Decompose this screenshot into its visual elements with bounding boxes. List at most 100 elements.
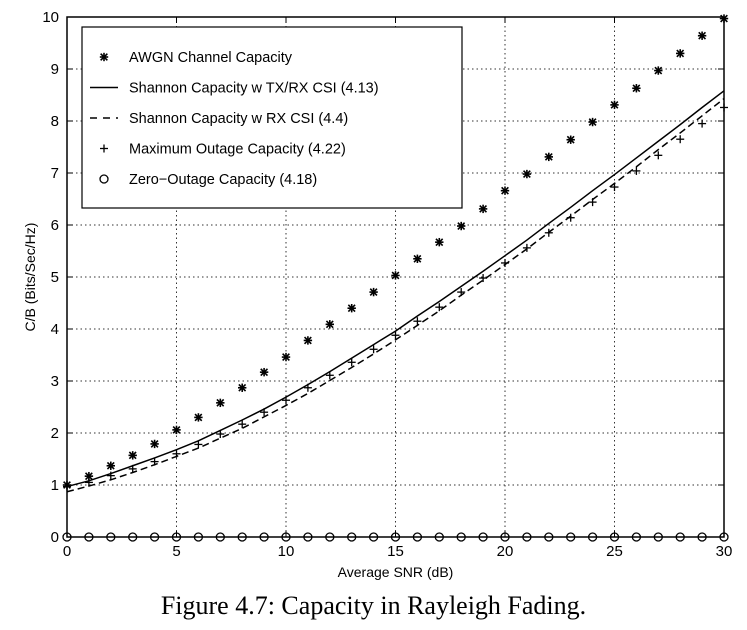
data-point-awgn [478, 204, 488, 214]
y-tick-label: 6 [51, 217, 59, 234]
data-point-outage [522, 243, 531, 252]
data-point-outage [479, 274, 488, 283]
legend-plus-icon [100, 144, 108, 153]
x-tick-label: 30 [716, 543, 733, 560]
series-1 [62, 14, 729, 490]
data-point-awgn [194, 413, 203, 422]
x-axis-label: Average SNR (dB) [338, 564, 454, 580]
data-point-awgn [238, 383, 247, 392]
data-point-awgn [654, 66, 663, 75]
data-point-outage [676, 135, 685, 144]
data-point-outage [698, 119, 707, 128]
data-point-outage [566, 213, 575, 222]
data-point-outage [282, 396, 290, 405]
axis-ticks: 0 5 10 15 20 25 30 0 1 2 3 4 5 6 7 8 9 10 [42, 9, 732, 560]
y-tick-label: 8 [51, 113, 59, 130]
data-point-outage [347, 358, 356, 367]
data-point-outage [544, 228, 553, 237]
data-point-awgn [676, 49, 685, 58]
data-point-awgn [435, 237, 444, 247]
data-point-outage [588, 198, 597, 207]
data-point-awgn [369, 287, 378, 297]
data-point-awgn [457, 221, 466, 231]
data-point-outage [501, 258, 509, 267]
legend-label: Maximum Outage Capacity (4.22) [129, 142, 346, 158]
data-point-awgn [172, 425, 181, 435]
y-tick-label: 9 [51, 61, 59, 78]
data-point-awgn [259, 367, 269, 377]
data-point-awgn [150, 439, 159, 449]
y-tick-label: 3 [51, 373, 59, 390]
legend-circle-icon [99, 174, 109, 184]
y-tick-label: 7 [51, 165, 59, 182]
data-point-outage [238, 420, 247, 429]
x-tick-label: 5 [172, 543, 180, 560]
data-point-awgn [632, 84, 641, 93]
data-point-outage [194, 440, 203, 449]
y-tick-label: 5 [51, 269, 59, 286]
data-point-outage [216, 430, 225, 439]
y-axis-label: C/B (Bits/Sec/Hz) [22, 223, 38, 332]
legend-label: Shannon Capacity w RX CSI (4.4) [129, 111, 348, 127]
data-point-awgn [106, 461, 115, 470]
data-point-outage [106, 471, 115, 480]
data-point-outage [84, 478, 93, 487]
data-point-awgn [500, 186, 510, 195]
data-point-outage [654, 151, 663, 160]
legend-label: Zero−Outage Capacity (4.18) [129, 172, 317, 188]
x-tick-label: 20 [497, 543, 514, 560]
data-point-awgn [281, 352, 291, 362]
legend-item: Zero−Outage Capacity (4.18) [99, 172, 317, 188]
data-point-outage [632, 166, 641, 175]
x-tick-label: 25 [606, 543, 623, 560]
data-point-awgn [325, 320, 334, 329]
data-point-outage [128, 464, 137, 473]
data-point-awgn [347, 304, 356, 313]
data-point-outage [413, 317, 422, 326]
data-point-awgn [413, 254, 422, 263]
data-point-outage [610, 183, 619, 192]
figure-caption: Figure 4.7: Capacity in Rayleigh Fading. [160, 591, 587, 620]
data-point-outage [172, 449, 181, 458]
data-point-outage [303, 383, 312, 392]
y-tick-label: 10 [42, 9, 59, 26]
data-point-awgn [566, 135, 575, 144]
legend-item: Maximum Outage Capacity (4.22) [100, 142, 346, 158]
x-tick-label: 15 [387, 543, 404, 560]
legend-item: AWGN Channel Capacity [99, 50, 293, 66]
y-tick-label: 1 [51, 477, 59, 494]
legend-asterisk-icon [99, 52, 109, 62]
y-tick-label: 0 [51, 529, 59, 546]
y-tick-label: 2 [51, 425, 59, 442]
data-point-awgn [522, 169, 532, 179]
line-shannon-txrx-csi [66, 90, 725, 488]
y-tick-label: 4 [51, 321, 59, 338]
data-point-awgn [216, 398, 225, 408]
data-point-outage [435, 303, 444, 312]
legend-item: Shannon Capacity w TX/RX CSI (4.13) [90, 81, 379, 97]
data-point-awgn [588, 117, 597, 127]
x-tick-label: 0 [63, 543, 71, 560]
data-point-outage [150, 457, 159, 466]
data-point-outage [325, 371, 334, 380]
data-point-awgn [303, 336, 313, 345]
series-4 [63, 103, 728, 491]
series-2 [66, 90, 725, 488]
data-point-awgn [610, 100, 619, 110]
data-point-outage [457, 288, 466, 297]
data-point-awgn [391, 271, 400, 280]
series-layer [62, 14, 729, 542]
legend-label: Shannon Capacity w TX/RX CSI (4.13) [129, 81, 379, 97]
data-point-outage [391, 331, 400, 340]
data-point-awgn [544, 152, 553, 162]
legend-box [81, 26, 463, 209]
data-point-outage [369, 345, 378, 354]
x-tick-label: 10 [278, 543, 295, 560]
data-point-awgn [697, 31, 707, 40]
data-point-awgn [128, 451, 137, 460]
legend-item: Shannon Capacity w RX CSI (4.4) [90, 111, 348, 127]
data-point-outage [260, 408, 269, 417]
legend-label: AWGN Channel Capacity [129, 50, 293, 66]
legend: AWGN Channel Capacity Shannon Capacity w … [81, 26, 463, 209]
